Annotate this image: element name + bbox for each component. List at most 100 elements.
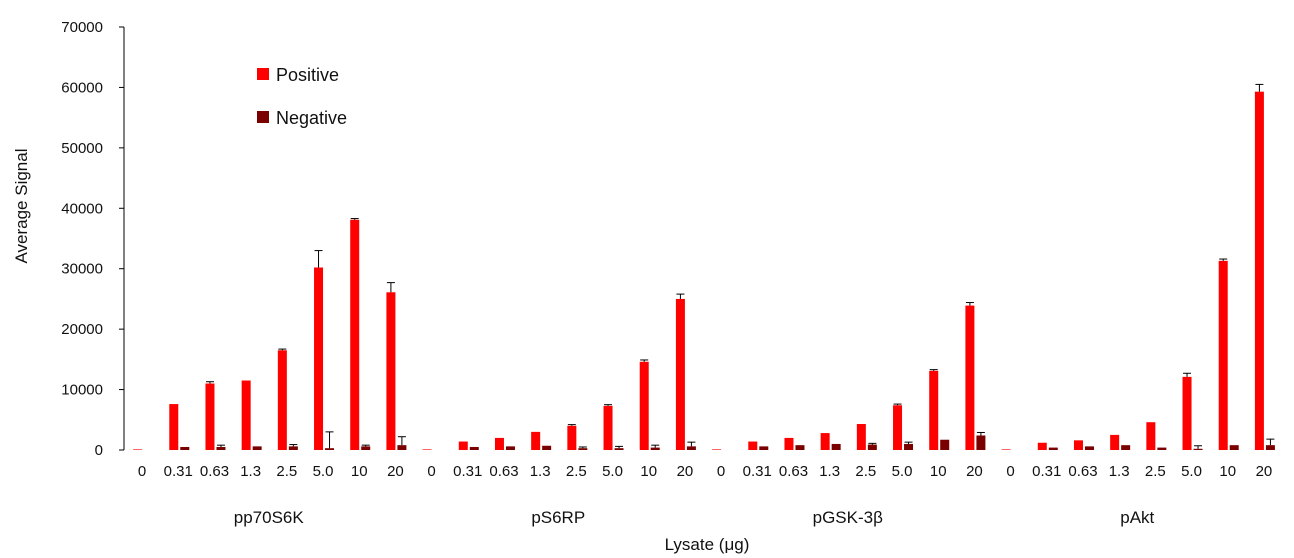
bar-negative <box>614 448 624 450</box>
y-tick-label: 20000 <box>61 321 103 338</box>
x-tick-labels: 0 0.31 0.63 1.3 2.5 5.0 10 20 0 0.31 0.63 1.3 2.5 5.0… <box>138 463 1272 480</box>
y-tick-label: 0 <box>95 442 103 459</box>
x-tick-label: 0 <box>1006 463 1014 480</box>
bars <box>133 83 1275 450</box>
bar-negative <box>252 446 262 450</box>
bar-positive <box>314 267 324 450</box>
bar-negative <box>397 445 407 450</box>
legend-label-negative: Negative <box>276 108 347 128</box>
bar-positive <box>531 431 541 450</box>
x-tick-label: 0.31 <box>164 463 193 480</box>
bar-positive <box>350 219 360 450</box>
bar-positive <box>929 370 939 450</box>
bar-positive <box>603 405 613 450</box>
bar-negative <box>505 446 515 450</box>
bar-negative <box>1157 447 1167 450</box>
bar-positive <box>675 298 685 450</box>
bar-negative <box>1265 445 1275 450</box>
bar-negative <box>904 443 914 450</box>
legend-label-positive: Positive <box>276 65 339 85</box>
x-tick-label: 5.0 <box>602 463 623 480</box>
bar-negative <box>1048 447 1058 450</box>
bar-positive <box>1182 376 1192 450</box>
bar-negative <box>578 448 588 450</box>
x-tick-label: 5.0 <box>313 463 334 480</box>
x-tick-label: 2.5 <box>276 463 297 480</box>
x-tick-label: 10 <box>351 463 368 480</box>
x-tick-label: 0 <box>717 463 725 480</box>
bar-positive <box>820 433 830 450</box>
x-tick-label: 2.5 <box>855 463 876 480</box>
bar-negative <box>795 445 805 450</box>
y-tick-label: 10000 <box>61 382 103 399</box>
bar-negative <box>325 448 335 450</box>
bar-negative <box>976 435 986 450</box>
y-axis: 0 10000 20000 30000 40000 50000 60000 70000 <box>61 19 125 459</box>
bar-negative <box>1229 445 1239 450</box>
bar-positive <box>748 441 758 450</box>
y-axis-title: Average Signal <box>12 149 31 264</box>
legend-swatch-negative <box>257 111 269 123</box>
x-tick-label: 0.63 <box>1068 463 1097 480</box>
y-tick-label: 40000 <box>61 200 103 217</box>
y-tick-label: 70000 <box>61 19 103 36</box>
bar-positive <box>1110 434 1120 450</box>
x-tick-label: 2.5 <box>1145 463 1166 480</box>
legend: Positive Negative <box>257 65 347 128</box>
bar-positive <box>458 441 468 450</box>
bar-positive <box>205 383 215 450</box>
group-label: pAkt <box>1120 508 1154 527</box>
x-tick-label: 5.0 <box>892 463 913 480</box>
bar-negative <box>1193 448 1203 450</box>
bar-negative <box>542 445 552 450</box>
bar-negative <box>686 446 696 450</box>
x-tick-label: 0.63 <box>200 463 229 480</box>
x-tick-label: 1.3 <box>240 463 261 480</box>
x-tick-label: 2.5 <box>566 463 587 480</box>
bar-negative <box>940 439 950 450</box>
x-tick-label: 20 <box>1256 463 1273 480</box>
x-tick-label: 1.3 <box>1109 463 1130 480</box>
bar-positive <box>386 292 396 450</box>
bar-positive <box>1254 91 1264 450</box>
bar-positive <box>1037 442 1047 450</box>
x-tick-label: 10 <box>1219 463 1236 480</box>
bar-positive <box>1146 422 1156 450</box>
x-tick-label: 10 <box>640 463 657 480</box>
x-tick-label: 1.3 <box>819 463 840 480</box>
x-tick-label: 0.63 <box>489 463 518 480</box>
bar-positive <box>133 449 143 450</box>
bar-negative <box>216 446 226 450</box>
bar-negative <box>361 446 371 450</box>
bar-negative <box>288 446 298 450</box>
x-tick-label: 1.3 <box>530 463 551 480</box>
group-labels: pp70S6K pS6RP pGSK-3β pAkt <box>234 508 1155 527</box>
x-tick-label: 20 <box>387 463 404 480</box>
bar-positive <box>422 449 432 450</box>
legend-swatch-positive <box>257 68 269 80</box>
x-tick-label: 0 <box>138 463 146 480</box>
bar-negative <box>650 447 660 450</box>
bar-negative <box>1121 445 1131 450</box>
bar-negative <box>759 446 769 450</box>
bar-positive <box>1073 440 1083 450</box>
bar-positive <box>784 437 794 450</box>
bar-negative <box>867 444 877 450</box>
bar-positive <box>169 404 179 450</box>
bar-positive <box>712 449 722 450</box>
group-label: pGSK-3β <box>813 508 883 527</box>
y-tick-label: 50000 <box>61 140 103 157</box>
x-tick-label: 10 <box>930 463 947 480</box>
y-tick-label: 30000 <box>61 261 103 278</box>
bar-positive <box>1001 449 1011 450</box>
x-tick-label: 0 <box>427 463 435 480</box>
bar-negative <box>831 443 841 450</box>
x-tick-label: 0.63 <box>779 463 808 480</box>
y-tick-label: 60000 <box>61 79 103 96</box>
bar-negative <box>180 446 190 450</box>
x-tick-label: 0.31 <box>1032 463 1061 480</box>
x-tick-label: 20 <box>677 463 694 480</box>
x-tick-label: 5.0 <box>1181 463 1202 480</box>
bar-negative <box>1084 446 1094 450</box>
